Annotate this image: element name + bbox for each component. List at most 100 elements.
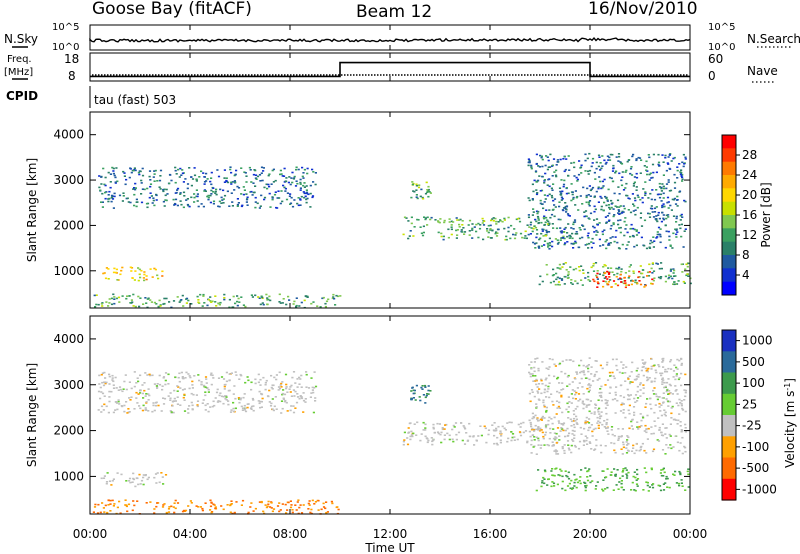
power-echo-cell xyxy=(619,231,622,234)
velocity-echo-cell xyxy=(538,429,542,432)
velocity-echo-cell xyxy=(604,399,607,401)
velocity-echo-cell xyxy=(647,378,650,381)
power-echo-cell xyxy=(129,302,132,304)
velocity-echo-cell xyxy=(639,382,642,384)
velocity-echo-cell xyxy=(258,390,261,393)
velocity-echo-cell xyxy=(174,376,177,379)
power-echo-cell xyxy=(630,174,634,176)
power-echo-cell xyxy=(649,242,652,245)
velocity-echo-cell xyxy=(555,437,558,439)
power-echo-cell xyxy=(669,268,673,271)
power-echo-cell xyxy=(535,229,539,231)
velocity-echo-cell xyxy=(529,400,532,403)
power-echo-cell xyxy=(100,176,103,178)
velocity-echo-cell xyxy=(325,512,328,514)
power-echo-cell xyxy=(651,163,655,166)
velocity-echo-cell xyxy=(513,439,516,441)
power-echo-cell xyxy=(447,228,450,231)
power-echo-cell xyxy=(161,270,164,273)
velocity-echo-cell xyxy=(575,371,578,373)
power-echo-cell xyxy=(151,276,154,278)
velocity-echo-cell xyxy=(614,475,617,477)
power-echo-cell xyxy=(565,158,568,160)
power-echo-cell xyxy=(660,262,663,264)
power-echo-cell xyxy=(248,166,251,169)
velocity-echo-cell xyxy=(163,503,166,505)
power-echo-cell xyxy=(129,201,132,204)
power-echo-cell xyxy=(552,183,555,185)
velocity-echo-cell xyxy=(524,430,528,432)
power-echo-cell xyxy=(141,167,144,170)
velocity-echo-cell xyxy=(448,434,451,437)
power-echo-cell xyxy=(675,199,679,201)
velocity-echo-cell xyxy=(552,428,555,430)
power-echo-cell xyxy=(629,211,633,214)
velocity-echo-cell xyxy=(567,447,570,450)
power-echo-cell xyxy=(223,181,226,183)
velocity-echo-cell xyxy=(608,392,611,394)
velocity-echo-cell xyxy=(668,383,671,386)
velocity-echo-cell xyxy=(548,437,551,440)
power-echo-cell xyxy=(190,196,193,199)
power-echo-cell xyxy=(676,205,679,207)
power-echo-cell xyxy=(430,216,433,219)
power-echo-cell xyxy=(626,244,629,246)
velocity-echo-cell xyxy=(605,427,608,429)
power-echo-cell xyxy=(443,219,446,222)
power-echo-cell xyxy=(627,277,630,279)
velocity-echo-cell xyxy=(305,373,308,376)
velocity-echo-cell xyxy=(567,396,570,398)
power-echo-cell xyxy=(102,167,105,170)
velocity-echo-cell xyxy=(543,478,546,480)
velocity-echo-cell xyxy=(254,507,257,510)
velocity-echo-cell xyxy=(298,397,301,400)
power-echo-cell xyxy=(458,219,461,221)
velocity-echo-cell xyxy=(611,358,615,361)
velocity-echo-cell xyxy=(586,470,589,473)
power-echo-cell xyxy=(552,268,555,271)
power-echo-cell xyxy=(307,193,310,196)
velocity-echo-cell xyxy=(412,432,415,435)
velocity-echo-cell xyxy=(634,476,637,479)
power-echo-cell xyxy=(544,234,547,237)
power-echo-cell xyxy=(497,228,500,231)
power-echo-cell xyxy=(305,189,308,191)
velocity-echo-cell xyxy=(587,364,590,366)
power-echo-cell xyxy=(410,222,413,225)
power-echo-cell xyxy=(468,234,471,236)
power-echo-cell xyxy=(140,182,143,184)
velocity-echo-cell xyxy=(602,470,605,472)
velocity-echo-cell xyxy=(635,375,638,378)
power-echo-cell xyxy=(319,306,322,308)
velocity-echo-cell xyxy=(99,386,102,389)
velocity-echo-cell xyxy=(664,385,667,388)
velocity-echo-cell xyxy=(264,383,267,386)
power-echo-cell xyxy=(582,272,585,274)
power-echo-cell xyxy=(547,246,550,248)
velocity-echo-cell xyxy=(240,504,243,506)
velocity-echo-cell xyxy=(209,499,212,502)
power-echo-cell xyxy=(606,155,609,158)
power-echo-cell xyxy=(548,193,551,196)
velocity-echo-cell xyxy=(156,383,159,385)
velocity-echo-cell xyxy=(646,481,649,484)
velocity-echo-cell xyxy=(421,388,424,390)
power-echo-cell xyxy=(641,272,644,275)
power-echo-cell xyxy=(607,280,610,283)
velocity-echo-cell xyxy=(260,406,263,408)
velocity-echo-cell xyxy=(574,420,577,422)
velocity-echo-cell xyxy=(637,426,640,429)
velocity-echo-cell xyxy=(128,477,132,480)
velocity-echo-cell xyxy=(678,398,681,401)
power-echo-cell xyxy=(598,176,601,178)
power-echo-cell xyxy=(563,155,566,158)
velocity-echo-cell xyxy=(153,512,156,514)
velocity-echo-cell xyxy=(551,422,554,425)
freq-tick-low: 8 xyxy=(68,69,76,83)
power-echo-cell xyxy=(558,205,561,208)
velocity-echo-cell xyxy=(572,423,576,426)
power-echo-cell xyxy=(607,204,611,206)
power-echo-cell xyxy=(623,207,626,210)
power-echo-cell xyxy=(645,247,649,250)
velocity-echo-cell xyxy=(202,399,205,401)
